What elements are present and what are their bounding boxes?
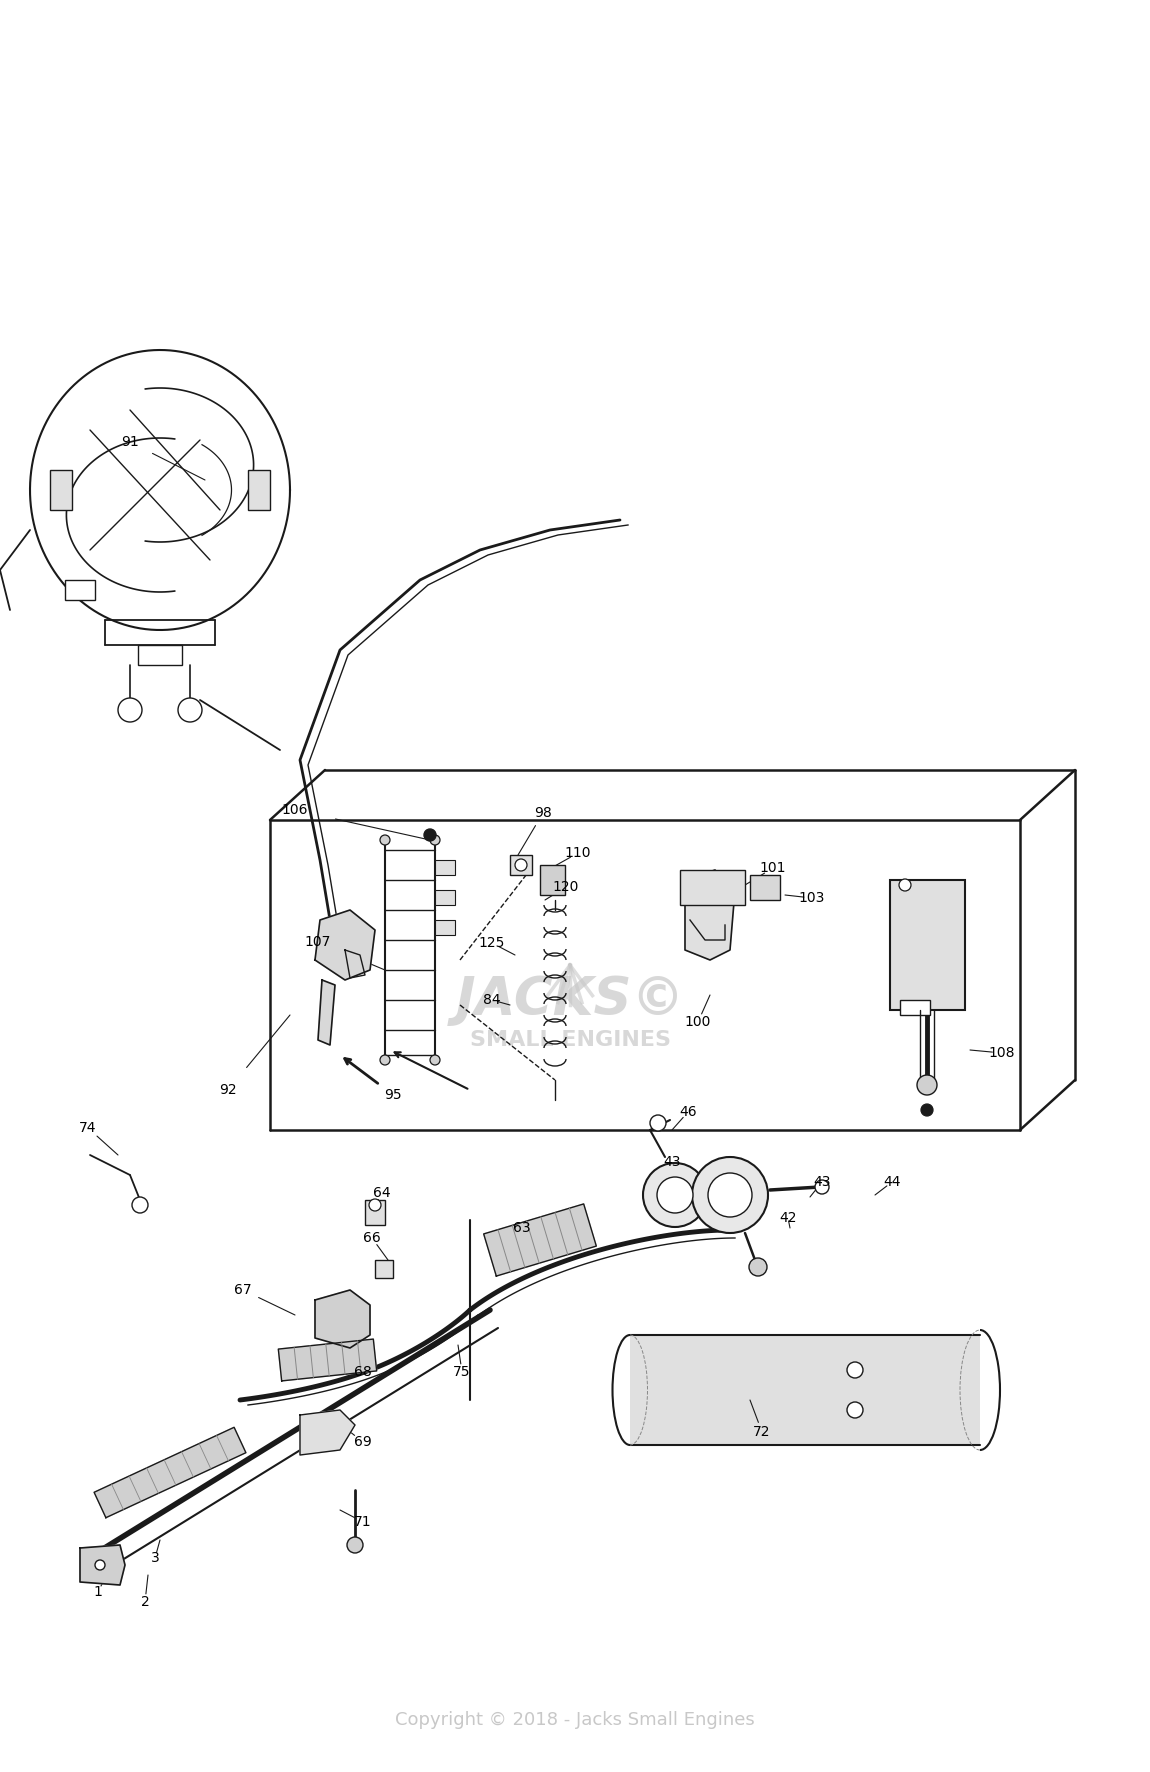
Text: 63: 63 bbox=[513, 1221, 531, 1235]
Circle shape bbox=[899, 879, 911, 891]
Circle shape bbox=[95, 1559, 105, 1570]
Text: 110: 110 bbox=[565, 845, 591, 859]
Text: 43: 43 bbox=[664, 1155, 681, 1170]
Polygon shape bbox=[315, 1290, 370, 1348]
Bar bbox=[248, 470, 270, 510]
Text: 72: 72 bbox=[753, 1425, 770, 1439]
Text: JACKS©: JACKS© bbox=[455, 975, 684, 1026]
Circle shape bbox=[815, 1180, 829, 1194]
Text: 3: 3 bbox=[151, 1550, 160, 1565]
Polygon shape bbox=[94, 1426, 246, 1517]
Circle shape bbox=[424, 829, 436, 842]
Bar bbox=[890, 881, 965, 1010]
Text: 125: 125 bbox=[478, 936, 505, 950]
Circle shape bbox=[430, 1054, 440, 1065]
Text: 67: 67 bbox=[235, 1283, 252, 1297]
Bar bbox=[630, 1334, 980, 1444]
Circle shape bbox=[132, 1198, 148, 1214]
Text: 64: 64 bbox=[374, 1185, 391, 1200]
Polygon shape bbox=[81, 1545, 125, 1584]
Circle shape bbox=[921, 1104, 933, 1116]
Bar bbox=[138, 645, 182, 664]
Text: 46: 46 bbox=[680, 1106, 697, 1118]
Circle shape bbox=[178, 698, 202, 721]
Bar bbox=[540, 865, 565, 895]
Circle shape bbox=[650, 1115, 666, 1131]
Text: 100: 100 bbox=[684, 1015, 711, 1030]
Text: 75: 75 bbox=[453, 1364, 470, 1379]
Bar bbox=[900, 999, 930, 1015]
Text: Copyright © 2018 - Jacks Small Engines: Copyright © 2018 - Jacks Small Engines bbox=[396, 1712, 754, 1729]
Circle shape bbox=[657, 1177, 693, 1214]
Bar bbox=[435, 920, 455, 936]
Circle shape bbox=[848, 1363, 862, 1379]
Text: 103: 103 bbox=[799, 891, 826, 905]
Circle shape bbox=[369, 1200, 381, 1210]
Text: 108: 108 bbox=[989, 1045, 1015, 1060]
Text: 106: 106 bbox=[282, 803, 308, 817]
Bar bbox=[435, 859, 455, 875]
Text: 44: 44 bbox=[883, 1175, 900, 1189]
Circle shape bbox=[380, 1054, 390, 1065]
Polygon shape bbox=[484, 1203, 597, 1276]
Circle shape bbox=[708, 1173, 752, 1217]
Text: 71: 71 bbox=[354, 1515, 371, 1529]
Text: 101: 101 bbox=[760, 861, 787, 875]
Bar bbox=[49, 470, 72, 510]
Circle shape bbox=[917, 1076, 937, 1095]
Text: 92: 92 bbox=[220, 1083, 237, 1097]
Polygon shape bbox=[300, 1411, 355, 1455]
Text: 1: 1 bbox=[93, 1584, 102, 1598]
Circle shape bbox=[692, 1157, 768, 1233]
Bar bbox=[750, 875, 780, 900]
Circle shape bbox=[347, 1536, 363, 1552]
Text: 95: 95 bbox=[384, 1088, 401, 1102]
Text: 43: 43 bbox=[813, 1175, 830, 1189]
Text: 69: 69 bbox=[354, 1435, 371, 1449]
Circle shape bbox=[380, 835, 390, 845]
Circle shape bbox=[430, 835, 440, 845]
Text: 74: 74 bbox=[79, 1122, 97, 1136]
Circle shape bbox=[643, 1162, 707, 1226]
Circle shape bbox=[118, 698, 141, 721]
Bar bbox=[509, 856, 532, 875]
Circle shape bbox=[848, 1402, 862, 1418]
Polygon shape bbox=[319, 980, 335, 1045]
Text: 98: 98 bbox=[534, 806, 552, 820]
Text: 84: 84 bbox=[483, 992, 500, 1006]
Bar bbox=[66, 579, 95, 601]
Circle shape bbox=[515, 859, 527, 872]
Bar bbox=[435, 890, 455, 905]
Polygon shape bbox=[685, 870, 735, 960]
Bar bbox=[365, 1200, 385, 1224]
Text: 2: 2 bbox=[140, 1595, 150, 1609]
Text: 120: 120 bbox=[553, 881, 580, 895]
Text: 107: 107 bbox=[305, 936, 331, 950]
Text: 42: 42 bbox=[780, 1210, 797, 1224]
Text: 91: 91 bbox=[121, 434, 139, 448]
Polygon shape bbox=[278, 1340, 377, 1380]
Bar bbox=[680, 870, 745, 905]
Polygon shape bbox=[315, 911, 375, 980]
Text: 66: 66 bbox=[363, 1232, 381, 1246]
Text: SMALL ENGINES: SMALL ENGINES bbox=[469, 1030, 670, 1051]
Bar bbox=[375, 1260, 393, 1278]
Circle shape bbox=[749, 1258, 767, 1276]
Text: 68: 68 bbox=[354, 1364, 371, 1379]
